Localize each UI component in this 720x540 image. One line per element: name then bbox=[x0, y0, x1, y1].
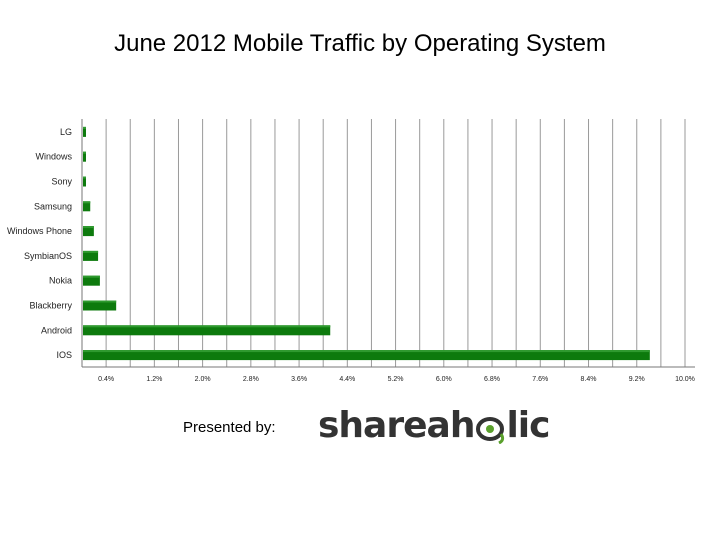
bar-lg bbox=[83, 126, 86, 137]
bar-highlight bbox=[83, 226, 94, 229]
category-label: Windows bbox=[35, 152, 72, 162]
chart-title: June 2012 Mobile Traffic by Operating Sy… bbox=[114, 30, 606, 57]
bar-sony bbox=[83, 176, 86, 187]
x-tick-label: 5.2% bbox=[388, 376, 404, 383]
bar-highlight bbox=[83, 151, 86, 154]
bar-highlight bbox=[83, 176, 86, 179]
x-tick-label: 10.0% bbox=[675, 376, 695, 383]
bar-highlight bbox=[83, 250, 99, 253]
category-label: SymbianOS bbox=[24, 251, 72, 261]
x-tick-label: 4.4% bbox=[339, 376, 355, 383]
bar-nokia bbox=[83, 275, 100, 286]
x-tick-label: 6.0% bbox=[436, 376, 452, 383]
bar-highlight bbox=[83, 325, 331, 328]
bar-android bbox=[83, 325, 331, 336]
category-label: Nokia bbox=[49, 276, 72, 286]
grid-lines bbox=[81, 119, 695, 368]
bar-ios bbox=[83, 350, 650, 361]
bar-highlight bbox=[83, 126, 86, 129]
logo-text-left: shareah bbox=[318, 404, 475, 446]
x-tick-label: 8.4% bbox=[581, 376, 597, 383]
category-label: Windows Phone bbox=[7, 226, 72, 236]
x-tick-label: 2.8% bbox=[243, 376, 259, 383]
eye-leaf-icon bbox=[475, 412, 505, 445]
bar-highlight bbox=[83, 300, 117, 303]
x-tick-label: 1.2% bbox=[146, 376, 162, 383]
category-label: Samsung bbox=[34, 201, 72, 211]
category-label: Android bbox=[41, 325, 72, 335]
category-labels: LG Windows Sony Samsung Windows Phone Symbian… bbox=[7, 127, 73, 360]
category-label: IOS bbox=[56, 350, 72, 360]
bar-windows bbox=[83, 151, 86, 162]
x-tick-label: 6.8% bbox=[484, 376, 500, 383]
bar-windows-phone bbox=[83, 226, 94, 237]
shareaholic-logo: shareah lic bbox=[318, 400, 550, 450]
bar-highlight bbox=[83, 275, 100, 278]
bar-highlight bbox=[83, 201, 91, 204]
category-label: Blackberry bbox=[29, 301, 72, 311]
bar-symbianos bbox=[83, 250, 99, 261]
bar-highlight bbox=[83, 350, 650, 353]
logo-text-right: lic bbox=[506, 404, 550, 446]
x-tick-label: 7.6% bbox=[532, 376, 548, 383]
x-tick-label: 3.6% bbox=[291, 376, 307, 383]
bars bbox=[83, 126, 650, 361]
bar-blackberry bbox=[83, 300, 117, 311]
x-tick-labels: 0.4% 1.2% 2.0% 2.8% 3.6% 4.4% 5.2% 6.0% 6.8% 7.6%… bbox=[98, 376, 695, 383]
x-tick-label: 0.4% bbox=[98, 376, 114, 383]
category-label: LG bbox=[60, 127, 72, 137]
x-tick-label: 2.0% bbox=[195, 376, 211, 383]
bar-samsung bbox=[83, 201, 91, 212]
category-label: Sony bbox=[51, 177, 72, 187]
x-tick-label: 9.2% bbox=[629, 376, 645, 383]
presented-by-label: Presented by: bbox=[183, 419, 276, 436]
